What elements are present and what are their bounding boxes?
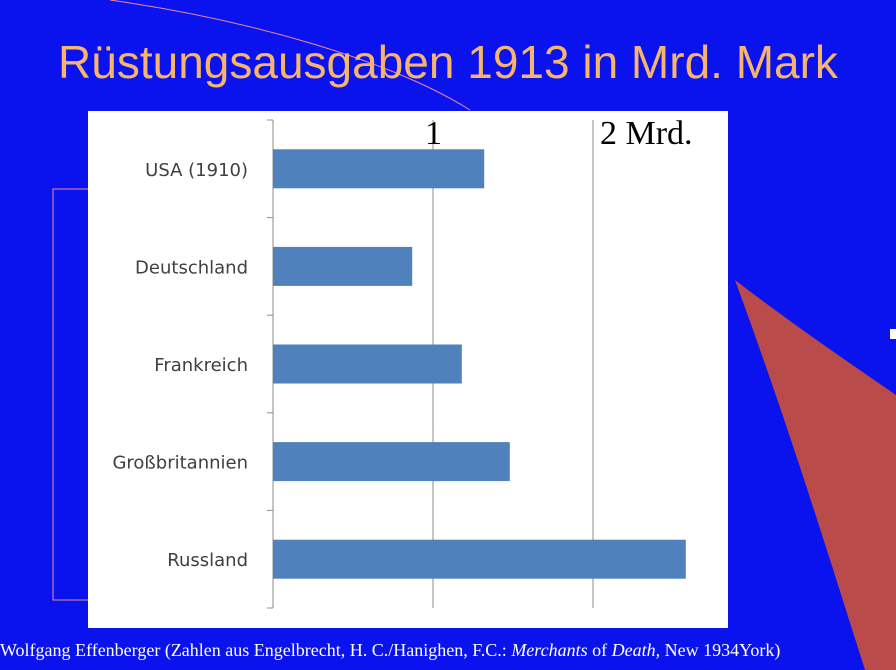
category-label: Deutschland: [135, 257, 248, 278]
bar: [273, 539, 686, 579]
footer-text-1: Wolfgang Effenberger (Zahlen aus Engelbr…: [0, 640, 512, 660]
footer-text-2: of: [587, 640, 612, 660]
source-footer: Wolfgang Effenberger (Zahlen aus Engelbr…: [0, 638, 896, 662]
chart-panel: 1 2 Mrd. USA (1910) Deutschland Frankreich Gr…: [88, 111, 728, 628]
bar: [273, 344, 462, 384]
decorative-line-top: [109, 0, 471, 111]
decorative-marker: [890, 329, 896, 339]
category-label: Frankreich: [154, 355, 248, 376]
gridline-label: 2 Mrd.: [600, 115, 693, 152]
category-label: Großbritannien: [112, 453, 248, 474]
category-label: USA (1910): [145, 160, 248, 181]
bar-chart: 1 2 Mrd. USA (1910) Deutschland Frankreich Gr…: [112, 115, 693, 609]
slide-title: Rüstungsausgaben 1913 in Mrd. Mark: [58, 36, 838, 88]
bar: [273, 149, 485, 189]
gridline-label: 1: [425, 115, 442, 152]
bar: [273, 246, 413, 286]
bar: [273, 442, 510, 482]
footer-text-3: New 1934York): [660, 640, 781, 660]
decorative-bracket: [52, 188, 90, 601]
category-label: Russland: [167, 550, 248, 571]
footer-italic-1: Merchants: [511, 640, 588, 660]
footer-italic-2: Death,: [611, 640, 661, 660]
decorative-red-swoosh: [735, 280, 896, 670]
